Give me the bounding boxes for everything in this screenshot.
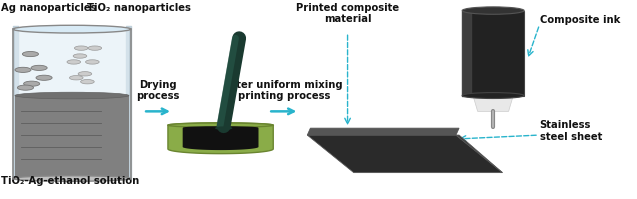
Circle shape bbox=[24, 81, 39, 86]
Text: TiO₂ nanoparticles: TiO₂ nanoparticles bbox=[87, 3, 191, 13]
Polygon shape bbox=[307, 135, 503, 173]
Text: After uniform mixing
printing process: After uniform mixing printing process bbox=[224, 80, 343, 101]
Ellipse shape bbox=[462, 7, 524, 14]
Circle shape bbox=[73, 54, 87, 58]
Polygon shape bbox=[456, 135, 503, 173]
Ellipse shape bbox=[183, 126, 259, 129]
Circle shape bbox=[69, 76, 83, 80]
Circle shape bbox=[15, 67, 31, 72]
Circle shape bbox=[75, 46, 88, 50]
Text: Stainless
steel sheet: Stainless steel sheet bbox=[540, 120, 602, 142]
Ellipse shape bbox=[215, 126, 233, 130]
Circle shape bbox=[31, 65, 47, 70]
Polygon shape bbox=[307, 128, 459, 135]
Ellipse shape bbox=[13, 25, 131, 33]
Polygon shape bbox=[168, 123, 273, 154]
Ellipse shape bbox=[13, 176, 131, 181]
Circle shape bbox=[22, 52, 38, 57]
Circle shape bbox=[17, 85, 34, 90]
Polygon shape bbox=[473, 96, 513, 111]
Ellipse shape bbox=[15, 92, 129, 99]
Ellipse shape bbox=[462, 93, 524, 99]
Polygon shape bbox=[462, 11, 524, 96]
Circle shape bbox=[67, 60, 81, 64]
Circle shape bbox=[36, 75, 52, 80]
Circle shape bbox=[88, 46, 102, 50]
Circle shape bbox=[78, 72, 92, 76]
Text: Printed composite
material: Printed composite material bbox=[296, 3, 399, 24]
Text: TiO₂-Ag-ethanol solution: TiO₂-Ag-ethanol solution bbox=[1, 177, 139, 186]
Polygon shape bbox=[15, 96, 129, 178]
Circle shape bbox=[81, 80, 94, 84]
Text: Drying
process: Drying process bbox=[136, 80, 180, 101]
Text: Composite ink: Composite ink bbox=[540, 16, 620, 25]
Ellipse shape bbox=[168, 123, 273, 127]
Polygon shape bbox=[183, 127, 259, 150]
Circle shape bbox=[85, 60, 99, 64]
Text: Ag nanoparticles: Ag nanoparticles bbox=[1, 3, 96, 13]
Polygon shape bbox=[15, 29, 129, 96]
